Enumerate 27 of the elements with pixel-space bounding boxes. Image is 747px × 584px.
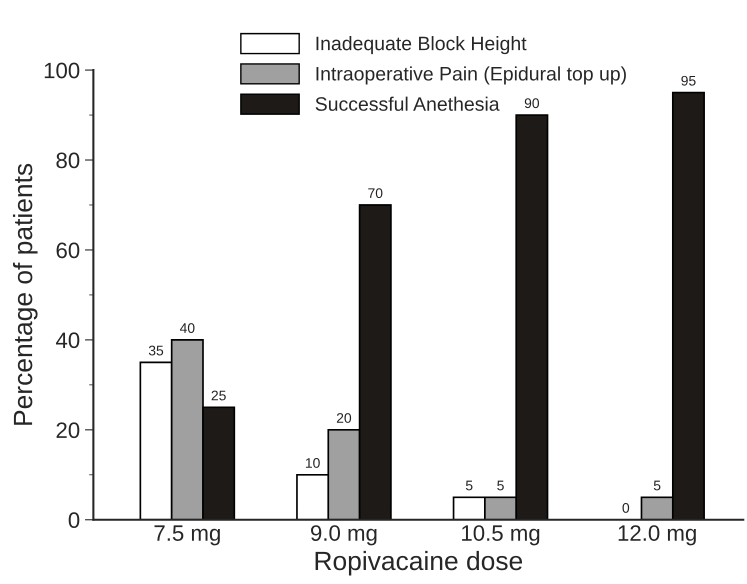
- data-label: 0: [622, 503, 630, 513]
- x-tick-label: 9.0 mg: [311, 525, 376, 546]
- data-label: 25: [212, 390, 226, 400]
- legend-label: Successful Anethesia: [316, 96, 500, 111]
- y-tick-label: 60: [56, 242, 80, 258]
- x-tick-label: 7.5 mg: [154, 525, 220, 546]
- data-label: 70: [368, 188, 382, 198]
- data-label: 95: [681, 76, 696, 86]
- x-tick-label: 12.0 mg: [618, 525, 696, 546]
- y-tick-label: 20: [56, 422, 80, 438]
- legend-label: Intraoperative Pain (Epidural top up): [316, 66, 626, 84]
- data-label: 40: [180, 323, 195, 333]
- x-axis-title: Ropivacaine dose: [316, 550, 522, 576]
- data-label: 5: [654, 480, 660, 490]
- legend-label: Inadequate Block Height: [316, 36, 526, 54]
- data-label: 5: [497, 480, 504, 490]
- y-tick-label: 40: [56, 332, 80, 348]
- y-tick-label: 0: [68, 512, 80, 528]
- y-tick-label: 100: [44, 62, 80, 78]
- x-tick-label: 10.5 mg: [462, 525, 540, 546]
- data-label: 35: [148, 346, 164, 356]
- data-label: 10: [306, 458, 320, 468]
- y-axis-title: Percentage of patients: [12, 164, 38, 425]
- data-label: 5: [466, 480, 472, 490]
- data-label: 90: [524, 98, 540, 108]
- y-tick-label: 80: [56, 152, 80, 168]
- data-label: 20: [336, 413, 352, 423]
